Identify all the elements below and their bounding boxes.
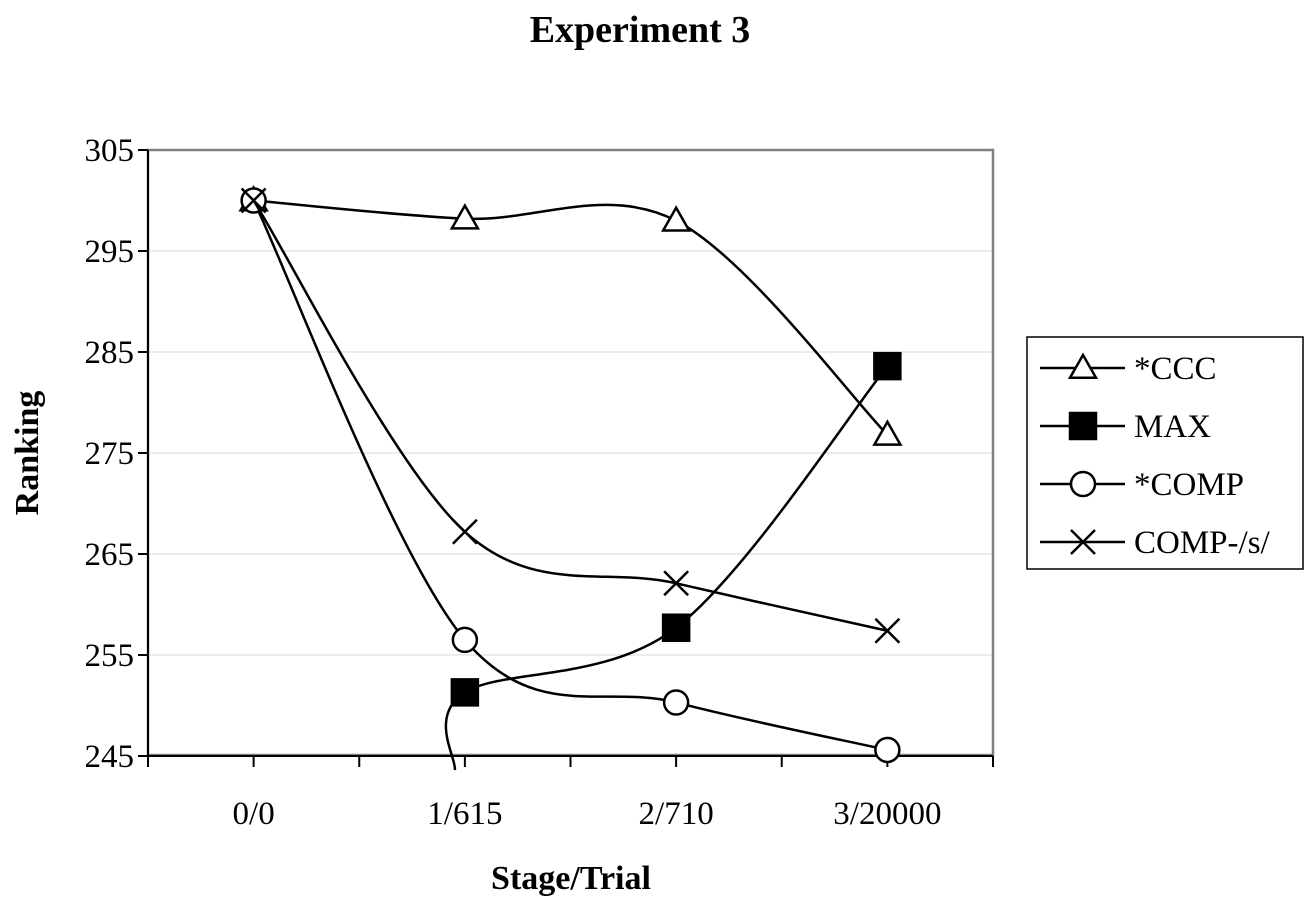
y-axis-label: Ranking bbox=[9, 391, 46, 516]
data-point bbox=[662, 689, 690, 716]
legend-marker bbox=[1070, 529, 1096, 555]
y-tick-label: 245 bbox=[85, 739, 135, 775]
x-tick-label: 0/0 bbox=[233, 796, 275, 832]
x-tick-label: 2/710 bbox=[639, 796, 714, 832]
x-tick-label: 3/20000 bbox=[833, 796, 941, 832]
chart-title: Experiment 3 bbox=[530, 9, 751, 51]
y-ticks: 245 255 265 275 285 295 305 bbox=[85, 133, 148, 775]
data-point bbox=[451, 626, 479, 654]
series-line bbox=[444, 365, 889, 771]
series-max bbox=[444, 351, 902, 771]
x-axis-label: Stage/Trial bbox=[491, 860, 651, 897]
legend-marker bbox=[1068, 411, 1098, 441]
legend: *CCC MAX *COMP COMP-/s/ bbox=[1026, 336, 1304, 570]
data-point bbox=[874, 617, 901, 644]
legend-item: COMP-/s/ bbox=[1040, 525, 1271, 561]
series-ccc bbox=[238, 184, 903, 446]
x-ticks: 0/0 1/615 2/710 3/20000 bbox=[147, 756, 994, 832]
data-point bbox=[240, 187, 267, 214]
y-tick-label: 265 bbox=[85, 537, 135, 573]
series-line bbox=[252, 199, 888, 752]
x-tick-label: 1/615 bbox=[427, 796, 502, 832]
y-tick-label: 295 bbox=[85, 234, 135, 270]
y-tick-label: 305 bbox=[85, 133, 135, 169]
legend-label: *CCC bbox=[1134, 351, 1217, 387]
data-point bbox=[660, 205, 692, 232]
legend-item: *CCC bbox=[1040, 351, 1217, 387]
data-point bbox=[872, 419, 903, 446]
data-point bbox=[873, 351, 902, 381]
data-point bbox=[874, 736, 901, 764]
legend-label: COMP-/s/ bbox=[1134, 525, 1271, 561]
legend-marker bbox=[1069, 470, 1097, 498]
data-point bbox=[449, 203, 481, 230]
y-tick-label: 285 bbox=[85, 335, 135, 371]
legend-label: *COMP bbox=[1134, 467, 1244, 503]
data-point bbox=[451, 518, 478, 545]
legend-item: *COMP bbox=[1040, 467, 1244, 503]
series-line bbox=[253, 199, 889, 436]
data-point bbox=[450, 678, 480, 707]
legend-item: MAX bbox=[1040, 409, 1211, 445]
legend-label: MAX bbox=[1134, 409, 1211, 445]
y-tick-label: 275 bbox=[85, 436, 135, 472]
grid-lines bbox=[148, 250, 993, 656]
data-point bbox=[661, 613, 691, 642]
series-line bbox=[252, 199, 888, 632]
series-group bbox=[238, 184, 903, 771]
y-tick-label: 255 bbox=[85, 638, 135, 674]
series-comp bbox=[240, 187, 901, 764]
legend-marker bbox=[1067, 352, 1099, 379]
data-point bbox=[663, 570, 690, 597]
series-comp-s bbox=[240, 187, 901, 644]
